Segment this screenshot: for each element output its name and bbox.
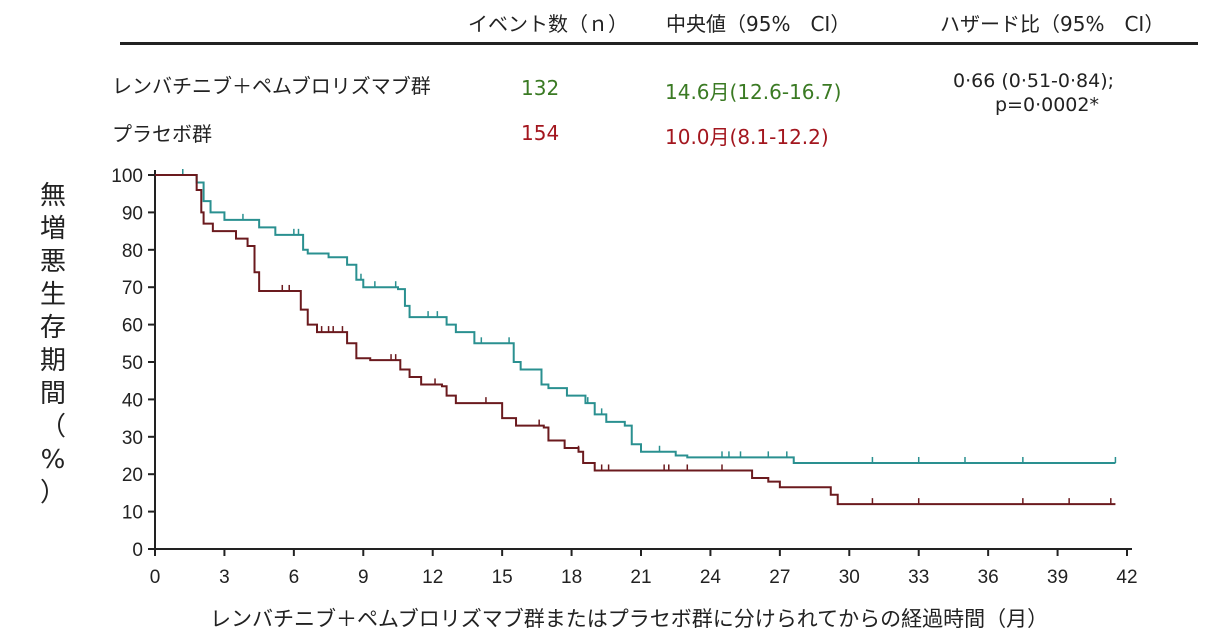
y-tick-label: 90 [122, 203, 143, 224]
y-axis-label: 無増悪生存期間（%） [38, 180, 68, 510]
header-events: イベント数（ｎ） [468, 12, 628, 36]
y-tick-label: 50 [122, 353, 143, 374]
survival-curve-1 [155, 174, 1116, 464]
y-tick-label: 40 [122, 390, 143, 411]
group-treatment-label: レンバチニブ＋ペムブロリズマブ群 [112, 74, 431, 98]
x-tick-label: 18 [561, 567, 582, 588]
x-tick-label: 27 [769, 567, 790, 588]
y-tick-label: 30 [122, 428, 143, 449]
table-rule [120, 42, 1198, 45]
y-tick-label: 10 [122, 503, 143, 524]
placebo-events: 154 [521, 121, 560, 145]
x-tick-label: 0 [150, 567, 161, 588]
y-tick-label: 100 [111, 166, 143, 187]
x-tick-label: 24 [700, 567, 722, 588]
x-tick-label: 9 [358, 567, 369, 588]
header-hazard: ハザード比（95% CI） [940, 12, 1165, 36]
group-placebo-label: プラセボ群 [112, 122, 212, 146]
y-tick-label: 70 [122, 278, 143, 299]
x-tick-label: 36 [978, 567, 999, 588]
x-tick-label: 3 [219, 567, 230, 588]
survival-curve-2 [155, 174, 1116, 506]
y-tick-label: 0 [132, 540, 143, 561]
y-tick-label: 60 [122, 316, 143, 337]
x-tick-label: 30 [839, 567, 860, 588]
treatment-median: 14.6月(12.6-16.7) [665, 80, 842, 104]
x-axis-label: レンバチニブ＋ペムブロリズマブ群またはプラセボ群に分けられてからの経過時間（月） [210, 607, 1049, 631]
header-median: 中央値（95% CI） [666, 12, 851, 36]
x-tick-label: 15 [492, 567, 513, 588]
treatment-events: 132 [521, 76, 560, 100]
y-axis-label-text: 無増悪生存期間（%） [39, 181, 66, 508]
y-tick-label: 20 [122, 465, 143, 486]
x-tick-label: 42 [1116, 567, 1137, 588]
placebo-median: 10.0月(8.1-12.2) [665, 125, 829, 149]
x-tick-label: 39 [1047, 567, 1068, 588]
p-value: p=0·0002* [995, 94, 1099, 116]
x-tick-label: 6 [289, 567, 300, 588]
x-tick-label: 21 [630, 567, 651, 588]
y-tick-label: 80 [122, 241, 143, 262]
x-tick-label: 12 [422, 567, 443, 588]
x-tick-label: 33 [908, 567, 929, 588]
hazard-ratio: 0·66 (0·51-0·84); [953, 70, 1115, 92]
